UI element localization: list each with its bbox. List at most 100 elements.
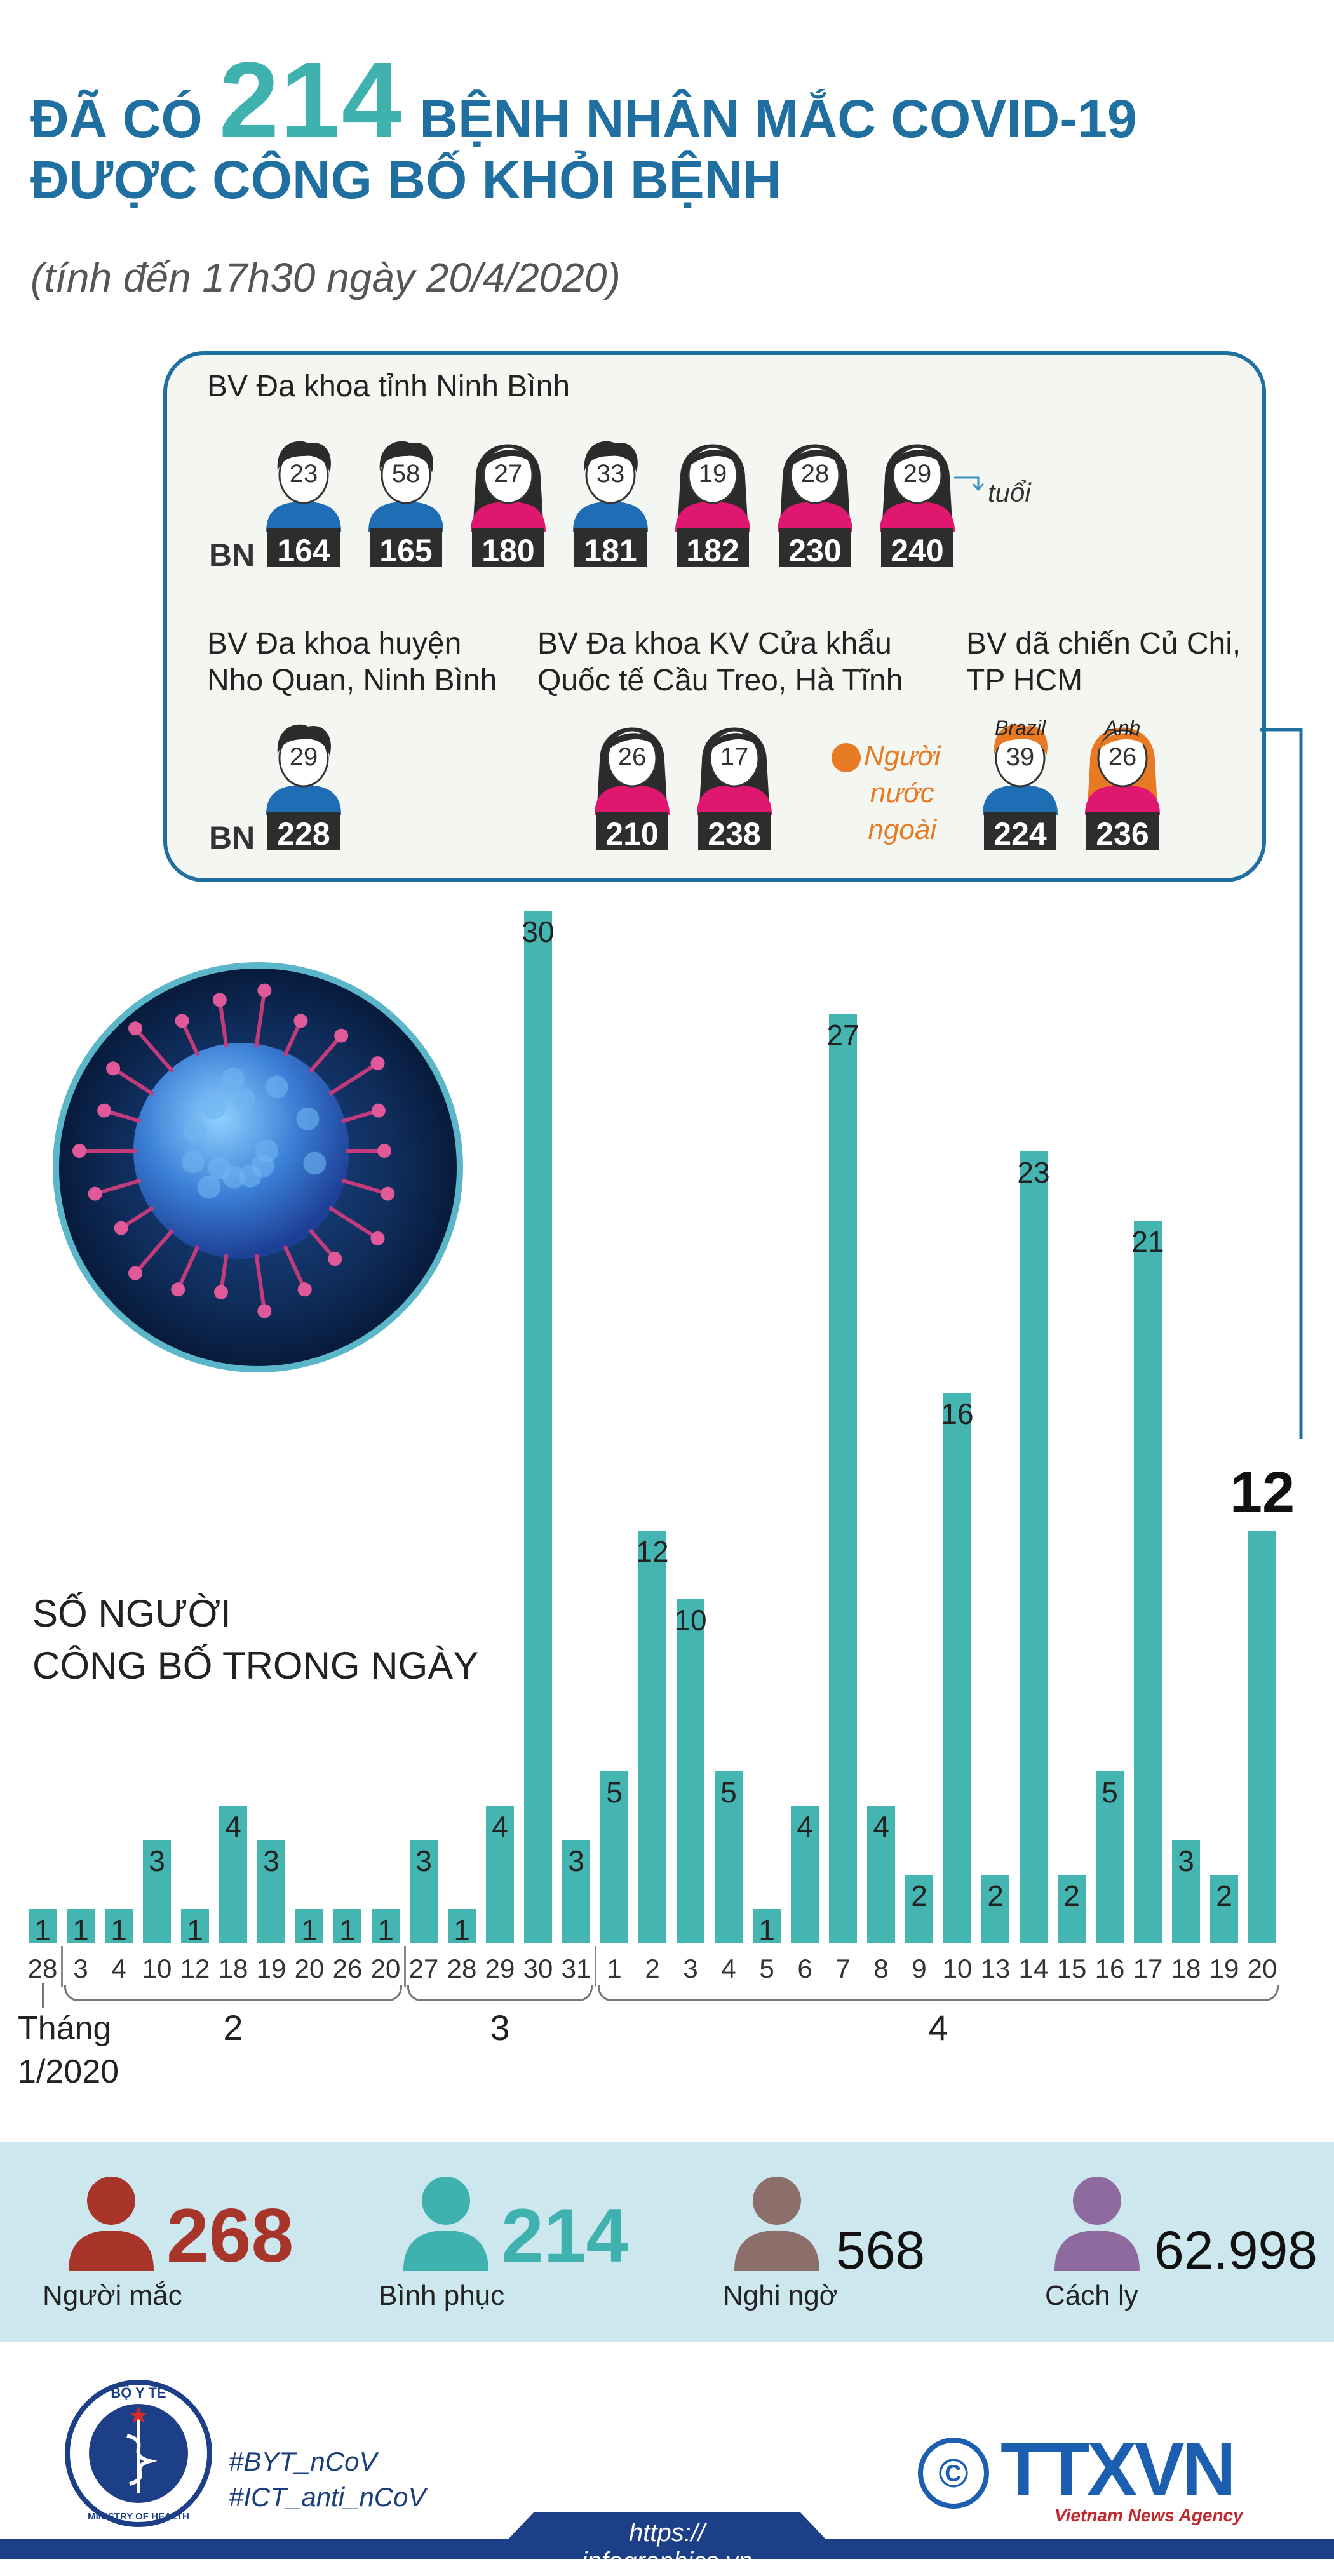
face [1097,729,1148,788]
value-label: 3 [568,1844,584,1878]
age: 58 [391,460,421,488]
month-label: 4 [928,2008,948,2048]
value-label: 1 [111,1913,127,1947]
fringe [609,733,657,749]
icon-body [403,2231,488,2271]
virus-image [53,962,463,1372]
virus-spike [328,1061,379,1096]
foreign-legend: Người nước ngoài [864,741,941,845]
shirt [471,502,546,532]
value-label: 3 [149,1844,165,1878]
bar [1096,1771,1124,1943]
shirt [697,785,772,815]
patient-icon [697,727,772,850]
hospital-name: BV Đa khoa tỉnh Ninh Bình [207,370,570,403]
bar [524,911,552,1943]
bar [105,1909,133,1943]
face [892,446,943,504]
month-label: Tháng 1/2020 [18,2010,119,2090]
virus-spike-tip [293,1014,308,1028]
bar [677,1599,704,1943]
patient-id: 240 [891,533,944,568]
icon-body [69,2231,154,2271]
bar [448,1909,476,1943]
hair [584,441,638,473]
age: 19 [698,460,727,488]
virus-spike-tip [381,1186,395,1201]
bar [410,1840,438,1943]
virus-bump [238,1164,262,1188]
virus-bump [232,1088,256,1111]
age: 29 [289,743,318,771]
bar [600,1771,628,1943]
value-label: 10 [674,1604,707,1637]
face [483,446,534,504]
virus-spike [94,1178,142,1196]
nationality: Brazil [994,716,1046,739]
patient-id: 228 [277,816,330,852]
bar [905,1874,933,1943]
bar [562,1840,590,1943]
patient-id: 182 [686,533,739,568]
brand: TTXVN [1000,2427,1236,2511]
virus-spike-tip [370,1231,385,1245]
patient-icon [880,444,955,567]
bar [829,1014,857,1943]
group-bracket [64,1985,402,2001]
bar [981,1874,1009,1943]
fringe [1099,733,1147,749]
hair [277,724,331,756]
bar [1134,1220,1162,1943]
virus-spike-tip [334,1028,349,1043]
title-line-1: ĐÃ CÓ 214 BỆNH NHÂN MẮC COVID-19 [30,38,1137,163]
month-label: 2 [223,2008,243,2048]
value-label: 27 [826,1018,859,1052]
bar [1248,1530,1276,1943]
value-label: 4 [492,1810,508,1844]
value-label: 4 [873,1810,889,1844]
patient-id: 238 [708,816,761,852]
bar [67,1909,95,1943]
value-label: 21 [1131,1224,1164,1258]
x-tick-label: 9 [912,1954,927,1983]
shirt [595,785,670,815]
group-separator [404,1946,406,1987]
virus-bump [265,1075,288,1099]
patient: 23 164 [262,427,345,568]
virus-spike-tip [72,1144,86,1158]
shirt [1085,785,1160,815]
title-prefix: ĐÃ CÓ [30,89,203,149]
virus-spike-tip [257,983,272,998]
shirt [880,502,955,532]
patient-icon [778,444,852,567]
id-plate [370,528,442,567]
virus-spike-tip [328,1252,342,1266]
bar [257,1840,285,1943]
face [709,729,760,788]
virus-spike-tip [370,1056,385,1071]
value-label: 5 [606,1776,623,1809]
x-tick-label: 8 [873,1954,889,1983]
patient-id: 181 [584,533,637,568]
bar [1210,1874,1238,1943]
x-tick-label: 18 [218,1954,248,1983]
value-label: 4 [797,1810,813,1844]
id-plate [779,528,851,567]
stat-label: Bình phục [379,2280,505,2311]
icon-head [753,2177,801,2225]
x-tick-label: 26 [332,1954,363,1983]
chart-title: SỐ NGƯỜI CÔNG BỐ TRONG NGÀY [32,1592,479,1687]
x-tick-label: 31 [561,1954,591,1983]
bar [295,1909,323,1943]
bar [1058,1874,1086,1943]
value-label: 5 [720,1776,737,1809]
patient: 29 240 [876,427,959,568]
patient-icon [368,441,443,567]
patient-id: 165 [379,533,433,568]
x-tick-label: 27 [408,1954,439,1983]
bn-label: BN [209,537,255,573]
virus-bump [183,1120,206,1143]
x-tick-label: 3 [73,1954,88,1983]
id-plate [698,812,771,850]
